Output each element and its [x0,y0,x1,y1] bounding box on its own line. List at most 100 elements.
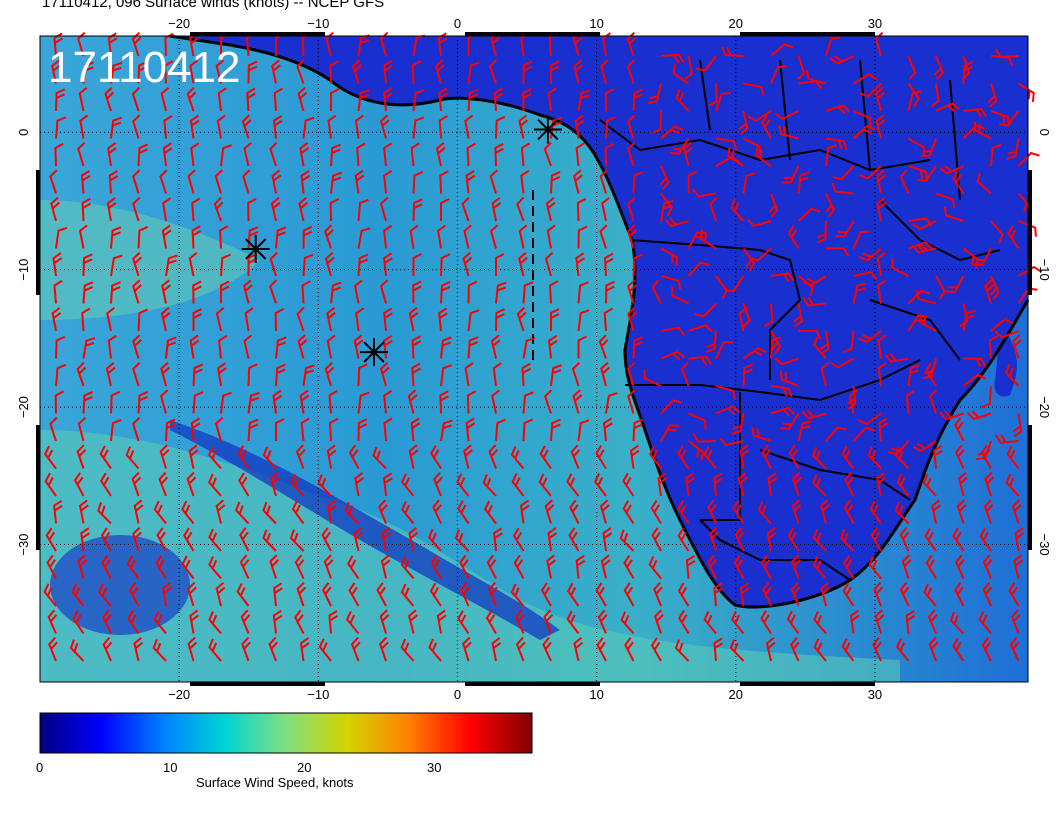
wind-barb [462,251,473,277]
wind-barb [648,445,662,470]
wind-barb [192,391,204,414]
wind-barb [872,637,882,662]
wind-barb [291,500,305,525]
wind-barb [869,500,882,525]
wind-barb [329,197,340,222]
wind-barb [412,198,423,222]
wind-barb [300,169,311,194]
wind-barb [660,247,678,266]
wind-barb [323,554,334,579]
wind-barb [858,247,882,262]
wind-barb [575,554,586,579]
africa-land [170,36,1028,608]
wind-barb [379,31,389,57]
wind-barb [604,252,614,277]
lat-tick-label: −10 [1037,259,1052,281]
wind-barb [907,289,931,305]
lat-tick-label: −20 [16,396,31,418]
wind-barb [797,420,812,442]
wind-barb [573,636,584,662]
wind-barb [357,391,370,414]
wind-barb [247,60,258,84]
wind-barb [832,165,855,181]
wind-barb [768,193,779,218]
wind-barb [924,527,937,552]
wind-barb [275,336,287,359]
wind-barb [247,363,258,387]
axis-bars [36,32,1032,686]
wind-barb [239,527,250,552]
wind-barb [843,554,855,580]
wind-barb [243,334,252,359]
wind-barb [876,169,886,194]
wind-barb [577,335,587,359]
wind-barb [678,609,690,635]
wind-barb [383,252,393,277]
wind-barb [77,416,87,442]
wind-barb [896,473,910,497]
lon-tick-label: −10 [307,687,329,702]
wind-barb [770,330,782,355]
wind-barb [1008,582,1020,607]
wind-barb [915,289,937,305]
wind-barb [577,419,590,442]
wind-barb [153,610,167,635]
wind-barb [48,636,58,662]
wind-barb [152,639,167,662]
wind-barb [959,303,969,328]
wind-barb [132,279,142,304]
wind-barb [983,499,994,524]
wind-barb [347,555,360,580]
wind-barb [132,196,141,222]
wind-barb [692,433,717,443]
wind-barb [746,218,772,228]
wind-barb [648,555,662,580]
wind-barb [270,196,281,222]
wind-barb [161,279,171,304]
wind-barb [877,334,887,359]
wind-barb [80,527,90,552]
wind-barb [186,86,197,112]
wind-barb [687,440,704,461]
wind-barb [842,582,855,607]
wind-barb [379,609,390,634]
wind-barb [660,192,674,217]
wind-barb [494,142,504,167]
wind-barb [131,471,142,497]
wind-barb [677,582,690,607]
wind-barb [238,472,250,497]
wind-barb [219,225,229,249]
wind-barb [379,279,389,304]
wind-barb [247,197,257,222]
wind-barb [220,144,232,167]
wind-barb [571,361,581,387]
wind-barb [825,426,847,442]
wind-barb [53,280,63,304]
wind-barb [428,638,442,662]
wind-barb [707,554,717,579]
wind-barb [357,198,369,222]
wind-barb [321,582,332,607]
wind-barb [731,413,745,435]
wind-barb [796,55,806,81]
wind-barb [273,114,283,139]
wind-barb [1007,225,1020,250]
wind-barb [132,114,141,139]
wind-barb [137,391,149,414]
wind-barb [919,313,937,332]
wind-barb [106,197,117,222]
wind-barb [664,217,689,228]
wind-barb [619,529,635,552]
wind-barb [874,609,885,634]
wind-barb [577,309,590,332]
wind-barb [990,318,1014,332]
wind-barb [460,582,470,607]
wind-barb [907,90,922,112]
wind-barb [825,36,841,57]
wind-barb [326,444,337,469]
wind-barb [78,224,88,249]
wind-barb [400,556,415,580]
wind-barb [761,114,772,139]
wind-barb [49,416,58,442]
wind-barb [466,142,476,167]
